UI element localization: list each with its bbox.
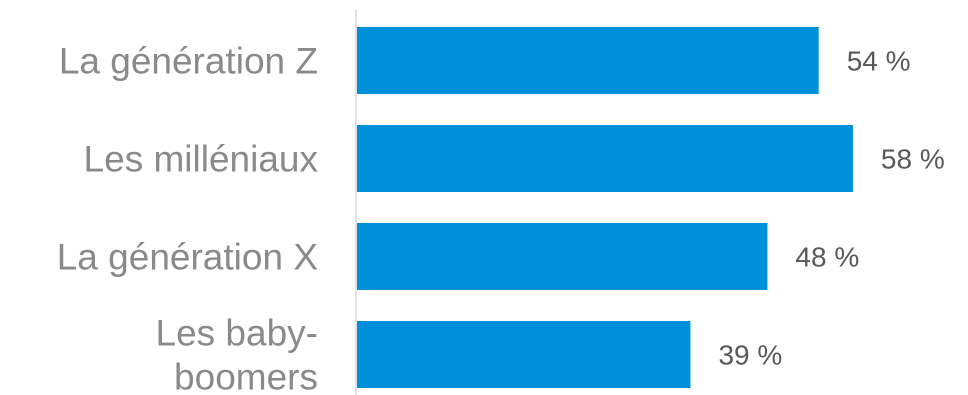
category-label-1: La génération Z — [59, 41, 318, 82]
bar-4 — [357, 321, 691, 388]
category-label-3: La génération X — [57, 237, 318, 278]
bar-2 — [357, 125, 853, 192]
bar-1 — [357, 27, 819, 94]
category-label-2: Les milléniaux — [84, 139, 319, 180]
value-label-3: 48 % — [795, 242, 859, 273]
value-label-2: 58 % — [881, 144, 945, 175]
bars-group — [357, 27, 853, 388]
category-label-4: Les baby-boomers — [156, 313, 319, 395]
value-label-1: 54 % — [847, 46, 911, 77]
bar-3 — [357, 223, 768, 290]
value-label-4: 39 % — [718, 340, 782, 371]
value-labels-group: 54 % 58 % 48 % 39 % — [718, 46, 944, 371]
category-labels-group: La génération Z Les milléniaux La générati… — [57, 41, 319, 395]
